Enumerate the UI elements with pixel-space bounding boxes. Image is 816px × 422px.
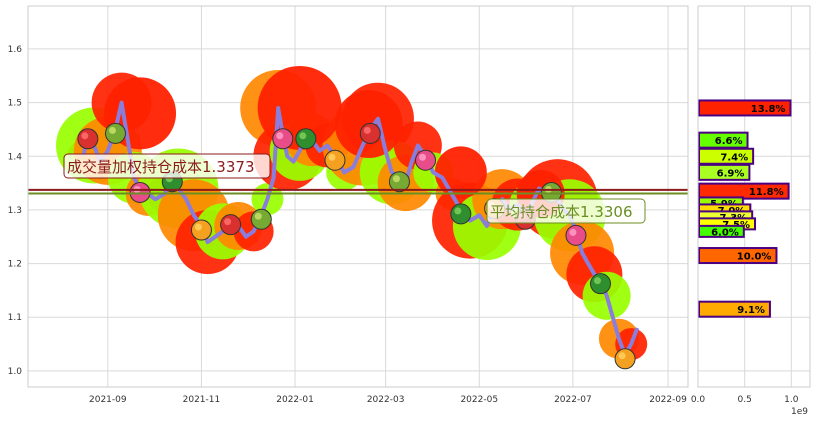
fruit-icon [295,128,317,150]
fruit-highlight [108,126,116,134]
y-tick-label: 1.4 [8,152,23,162]
x-tick-label: 0.5 [738,395,752,405]
fruit-icon [450,203,472,225]
annotation-box [63,153,271,179]
distribution-bar [698,224,745,238]
fruit-icon [77,128,99,150]
fruit-highlight [81,132,89,140]
x-tick-label: 0.0 [691,395,706,405]
distribution-bar [698,163,751,181]
fruit-icon [272,128,294,150]
fruit-highlight [392,175,400,183]
fruit-icon [565,224,587,246]
fruit-highlight [194,223,202,231]
x-tick-label: 2022-03 [367,395,405,405]
y-tick-label: 1.6 [8,45,23,55]
fruit-icon [250,208,272,230]
annotation-box [486,198,646,224]
fruit-highlight [299,132,307,140]
bar-percent-label: 9.1% [737,305,765,316]
avg-cost-label: 平均持仓成本1.3306 [490,203,633,221]
fruit-icon [388,171,410,193]
fruit-icon [129,181,151,203]
fruit-highlight [328,153,336,161]
vwap-cost-annotation: 成交量加权持仓成本1.3373 [63,153,271,179]
fruit-icon [190,219,212,241]
distribution-bar [698,99,792,117]
fruit-icon [220,214,242,236]
x-tick-label: 2022-05 [460,395,498,405]
y-tick-label: 1.5 [8,99,22,109]
y-tick-label: 1.0 [8,367,23,377]
y-tick-label: 1.2 [8,260,22,270]
fruit-icons [77,122,636,370]
x-scale-label: 1e9 [791,407,808,417]
fruit-icon [359,122,381,144]
vwap-cost-label: 成交量加权持仓成本1.3373 [67,158,255,176]
fruit-highlight [276,132,284,140]
fruit-icon [614,348,636,370]
bar-percent-label: 6.6% [715,136,743,147]
fruit-icon [415,149,437,171]
fruit-icon [324,149,346,171]
x-tick-label: 2022-07 [554,395,592,405]
x-tick-label: 2022-01 [276,395,314,405]
bar-percent-label: 6.9% [717,168,745,179]
x-tick-label: 2022-09 [649,395,687,405]
bar-percent-label: 6.0% [711,227,739,238]
plot-frame [697,5,811,388]
holding-distribution-panel: 0.00.51.01e913.8%6.6%7.4%6.9%11.8%5.9%7.… [691,5,811,417]
distribution-bar [698,300,771,318]
distribution-bar [698,131,749,149]
plot-frame [27,5,689,388]
bar-percent-label: 10.0% [737,252,772,263]
fruit-highlight [419,153,427,161]
fruit-icon [590,273,612,295]
fruit-icon [104,122,126,144]
distribution-bar [698,247,778,265]
fruit-highlight [254,212,262,220]
avg-cost-annotation: 平均持仓成本1.3306 [486,198,646,224]
price-cost-panel: 2021-09 2021-11 2022-01 2022-03 2022-05 2022-… [8,5,689,405]
fruit-highlight [569,228,577,236]
fruit-highlight [363,126,371,134]
bar-percent-label: 13.8% [751,104,786,115]
y-tick-label: 1.3 [8,206,22,216]
x-tick-label: 2021-11 [183,395,221,405]
x-tick-label: 1.0 [784,395,799,405]
y-tick-label: 1.1 [8,313,22,323]
x-tick-label: 2021-09 [89,395,127,405]
fruit-highlight [224,218,232,226]
fruit-highlight [454,207,462,215]
distribution-bar [698,147,755,165]
bar-percent-label: 7.4% [720,152,748,163]
bar-percent-label: 11.8% [749,187,784,198]
fruit-highlight [618,352,626,360]
fruit-highlight [594,277,602,285]
